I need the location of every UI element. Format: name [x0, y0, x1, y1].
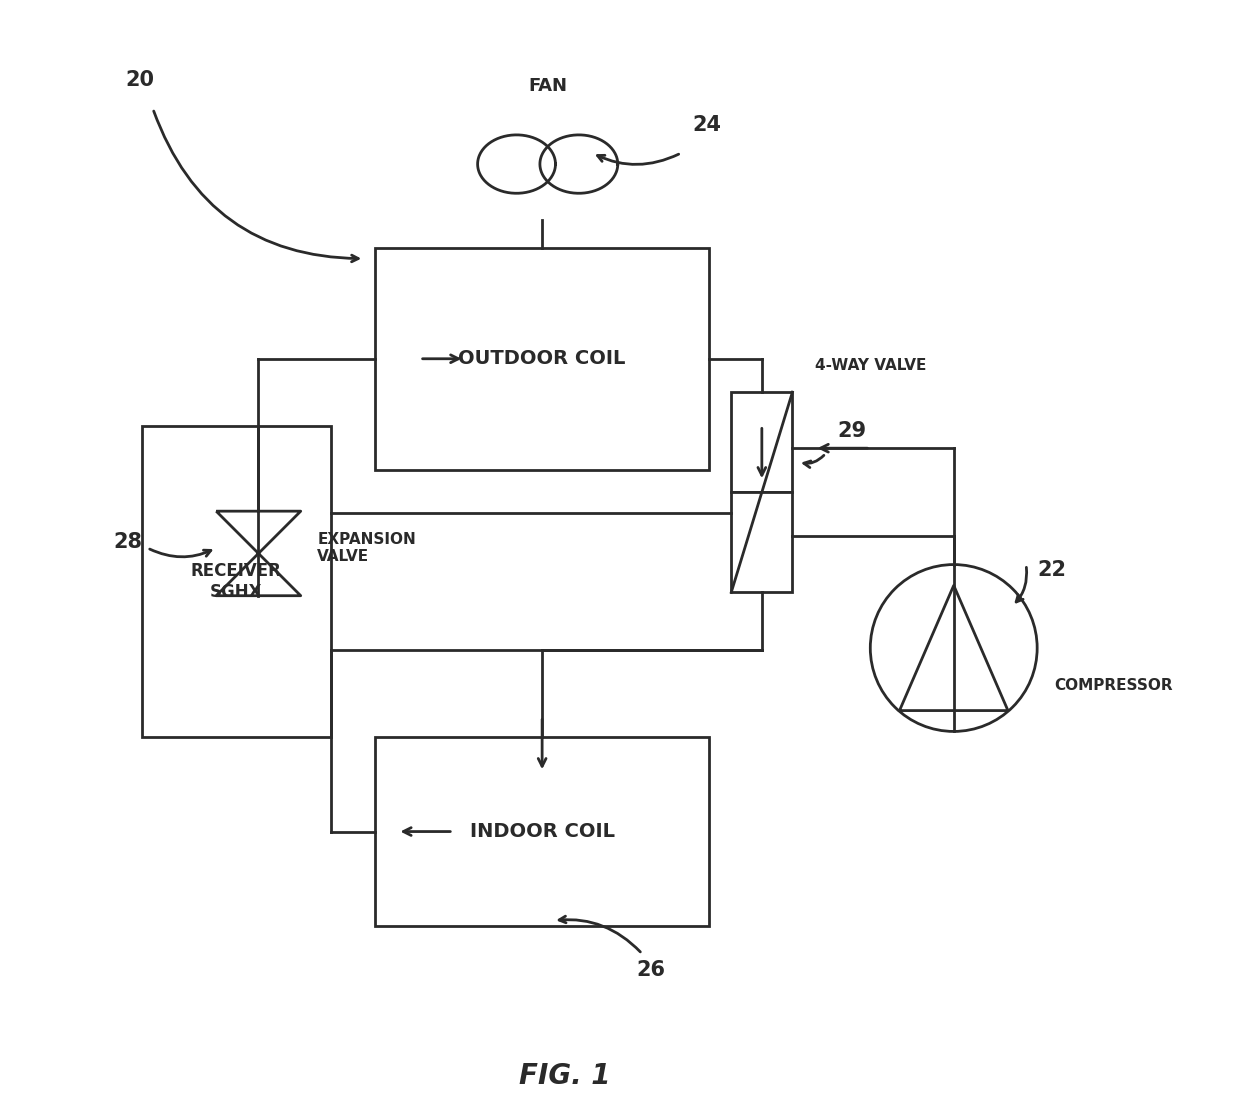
Text: 22: 22: [1037, 560, 1066, 580]
Text: 26: 26: [636, 960, 666, 980]
Text: COMPRESSOR: COMPRESSOR: [1054, 678, 1173, 693]
Text: 4-WAY VALVE: 4-WAY VALVE: [815, 358, 926, 373]
Text: FIG. 1: FIG. 1: [518, 1062, 610, 1090]
Text: FAN: FAN: [528, 77, 567, 95]
Bar: [732, 392, 792, 492]
Text: 24: 24: [692, 115, 722, 134]
Text: 20: 20: [125, 70, 154, 91]
Text: 28: 28: [114, 532, 143, 552]
Bar: [376, 737, 709, 926]
Bar: [732, 492, 792, 593]
Text: OUTDOOR COIL: OUTDOOR COIL: [459, 349, 626, 368]
Text: INDOOR COIL: INDOOR COIL: [470, 822, 615, 841]
Text: EXPANSION
VALVE: EXPANSION VALVE: [317, 532, 417, 565]
Bar: [141, 426, 331, 737]
Bar: [376, 247, 709, 470]
Text: RECEIVER
SGHX: RECEIVER SGHX: [191, 562, 281, 600]
Text: 29: 29: [837, 420, 866, 440]
